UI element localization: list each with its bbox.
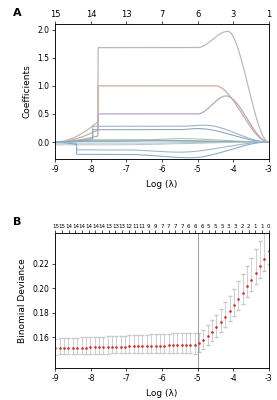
X-axis label: Log (λ): Log (λ) [146,180,178,189]
Y-axis label: Binomial Deviance: Binomial Deviance [18,258,27,343]
Text: A: A [13,8,21,18]
Text: B: B [13,217,21,227]
X-axis label: Log (λ): Log (λ) [146,389,178,398]
Y-axis label: Coefficients: Coefficients [22,64,32,118]
